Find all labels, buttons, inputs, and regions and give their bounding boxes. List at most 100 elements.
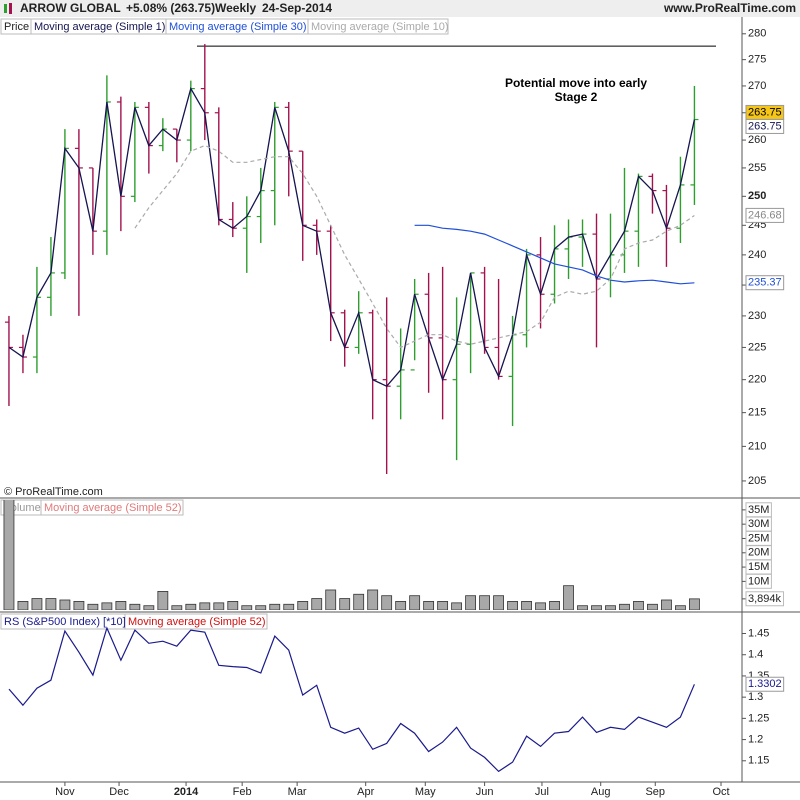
line [134,144,695,349]
bar [647,603,658,610]
bar [661,599,672,610]
y-tick-label: 3,894k [748,593,782,605]
icon [4,4,7,13]
symbol: ARROW GLOBAL [20,1,121,15]
x-tick-label: 2014 [174,786,199,798]
bar [241,605,253,610]
change: +5.08% (263.75) [126,1,215,15]
volume-bars [3,500,700,610]
bar [45,598,57,610]
y-tick-label: 1.25 [748,712,769,724]
bar [227,601,239,610]
x-tick-label: Nov [55,786,75,798]
header-bar [0,0,800,17]
value-badge [745,591,785,607]
y-tick-label: 280 [748,28,766,40]
bar [605,605,616,610]
bar [479,595,490,610]
value-badge [745,275,785,291]
bar [493,595,504,610]
icon [9,3,12,14]
rs-legend: RS (S&P500 Index) [*10] Moving average (… [0,613,268,630]
bar [171,605,183,610]
y-tick-label: 10M [748,575,769,587]
bar [549,601,560,610]
bar [213,602,225,610]
bar [31,598,43,610]
y-tick-label: 230 [748,310,766,322]
value-badge-label: 246.68 [748,209,782,221]
bar [311,598,323,610]
x-tick-label: Dec [109,786,129,798]
legend-box [40,499,184,516]
x-tick-label: Apr [357,786,374,798]
value-badge-label: 1.3302 [748,678,782,690]
y-tick-label: 35M [748,504,769,516]
x-tick-label: Jun [476,786,494,798]
y-tick-label: 1.3 [748,691,763,703]
bar [269,603,281,610]
bar [437,601,449,610]
x-tick-label: Feb [233,786,252,798]
y-tick-label: 1.2 [748,733,763,745]
bar [143,605,155,610]
y-tick-label: 225 [748,341,766,353]
rs-subtitle: Moving average (Simple 52) [128,616,266,628]
date: 24-Sep-2014 [262,1,332,15]
bar [675,605,686,610]
bar [451,602,463,610]
value-badge [745,118,785,134]
y-tick-label: 215 [748,407,766,419]
y-tick-label: 20M [748,547,769,559]
copyright: © ProRealTime.com [4,486,103,498]
legend-box [307,18,449,35]
value-badge [745,676,785,692]
bar [619,603,630,610]
bar [689,598,700,610]
site: www.ProRealTime.com [663,1,796,15]
bar [339,598,351,610]
bar [87,603,99,610]
y-tick-label: 255 [748,162,766,174]
bar [395,601,407,610]
bar [535,602,546,610]
y-tick-label: 240 [748,249,766,261]
volume-legend: Volume Moving average (Simple 52) [0,499,184,516]
bar [325,589,337,610]
bar [367,589,379,610]
bar [507,601,518,610]
rs-title: RS (S&P500 Index) [*10] [4,616,126,628]
legend-entry: Moving average (Simple 10) [311,21,449,33]
line [8,626,695,773]
x-tick-label: Jul [535,786,549,798]
bar [129,603,141,610]
bar [199,602,211,610]
y-tick-label: 210 [748,440,766,452]
line [414,224,695,285]
x-tick-label: Oct [712,786,729,798]
y-tick-label: 15M [748,561,769,573]
y-tick-label: 250 [748,190,766,202]
bar [381,595,393,610]
bar [577,605,588,610]
annotation-box: Potential move into early Stage 2 [504,76,648,104]
annotation: Potential move into early Stage 2 [504,76,648,104]
price-label: Price [4,21,29,33]
line [8,86,696,387]
x-tick-label: May [415,786,436,798]
header: ARROW GLOBAL +5.08% (263.75) Weekly 24-S… [0,0,800,17]
x-tick-label: Aug [591,786,611,798]
bar [17,601,29,610]
y-tick-label: 25M [748,532,769,544]
bar [101,602,113,610]
y-tick-label: 275 [748,54,766,66]
y-tick-label: 205 [748,475,766,487]
value-badge-label: 263.75 [748,106,782,118]
y-tick-label: 1.45 [748,627,769,639]
bar [409,595,421,610]
bar [283,603,295,610]
value-badge-label: 263.75 [748,120,782,132]
bar [563,585,574,610]
price-legend: Price Moving average (Simple 1) Moving a… [0,18,449,35]
